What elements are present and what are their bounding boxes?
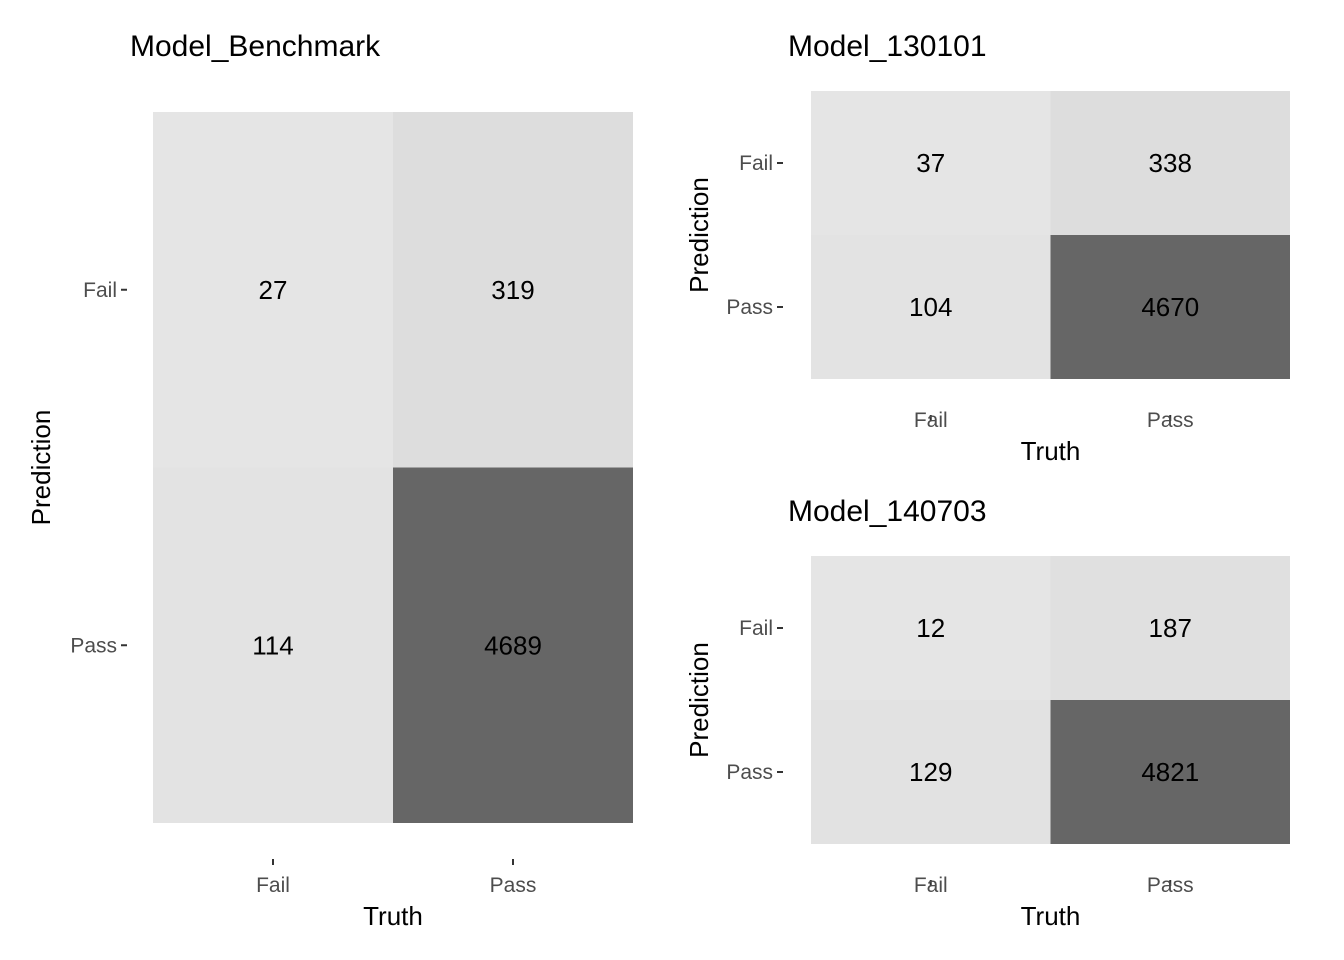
cell-value-label: 338 [1149,148,1192,178]
heatmap-cell [811,235,1051,379]
heatmap-cell [393,467,633,823]
y-tick-label: Fail [739,617,773,640]
cell-value-label: 104 [909,292,952,322]
y-axis-title: Prediction [684,642,714,758]
heatmap-cell [1050,235,1290,379]
panel-2: 12 187 129 4821 Fail Pass Fail Pass Model_140703… [684,495,1290,931]
cell-value-label: 4821 [1141,757,1199,787]
cell-value-label: 12 [916,613,945,643]
panel-1: 37 338 104 4670 Fail Pass Fail Pass Model_130101… [684,30,1290,466]
y-tick-label: Pass [726,761,773,784]
heatmap-cell [1050,91,1290,235]
x-tick-label: Fail [914,874,948,897]
cell-value-label: 187 [1149,613,1192,643]
chart-title: Model_Benchmark [130,30,381,63]
heatmap-cell [811,91,1051,235]
y-axis-title: Prediction [684,177,714,293]
x-axis-title: Truth [1021,901,1081,931]
x-axis-title: Truth [1021,436,1081,466]
cell-value-label: 129 [909,757,952,787]
y-tick-label: Fail [739,152,773,175]
x-tick-label: Pass [1147,874,1194,897]
y-tick-label: Pass [70,634,117,657]
cell-value-label: 27 [259,275,288,305]
heatmap-cell [1050,556,1290,700]
heatmap-cell [1050,700,1290,844]
x-tick-label: Fail [914,409,948,432]
chart-title: Model_130101 [788,30,987,63]
chart-title: Model_140703 [788,495,987,528]
heatmap-cell [811,700,1051,844]
x-tick-label: Pass [1147,409,1194,432]
heatmap-cell [153,112,393,468]
cell-value-label: 37 [916,148,945,178]
y-tick-label: Fail [83,279,117,302]
cell-value-label: 114 [252,630,293,660]
y-axis-title: Prediction [26,410,56,526]
x-axis-title: Truth [363,901,423,931]
y-tick-label: Pass [726,296,773,319]
panel-0: 27 319 114 4689 Fail Pass Fail Pass Model_Benchm… [26,30,633,931]
cell-value-label: 4670 [1141,292,1199,322]
cell-value-label: 4689 [484,630,542,660]
heatmap-cell [153,467,393,823]
x-tick-label: Fail [256,874,290,897]
heatmap-cell [811,556,1051,700]
heatmap-cell [393,112,633,468]
x-tick-label: Pass [490,874,537,897]
cell-value-label: 319 [491,275,534,305]
